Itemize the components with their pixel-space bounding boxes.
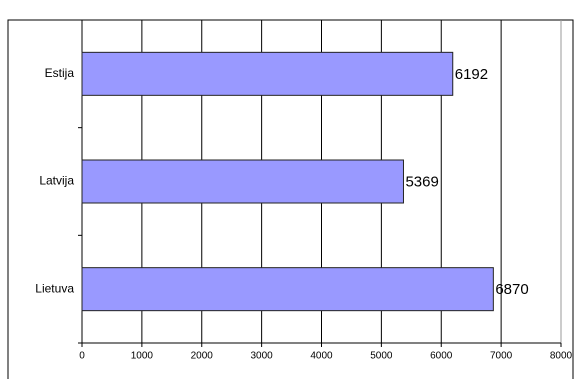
value-label: 5369 xyxy=(405,173,438,190)
x-tick-label: 0 xyxy=(79,351,85,362)
x-tick-label: 4000 xyxy=(310,351,333,362)
value-label: 6192 xyxy=(455,66,488,83)
bar xyxy=(81,51,454,96)
y-tick-label: Lietuva xyxy=(35,281,74,295)
bar xyxy=(81,159,404,204)
x-tick-label: 1000 xyxy=(131,351,154,362)
value-label: 6870 xyxy=(495,281,528,298)
y-tick-label: Latvija xyxy=(39,174,74,188)
x-tick-label: 8000 xyxy=(550,351,573,362)
x-tick-label: 5000 xyxy=(370,351,393,362)
x-tick-label: 6000 xyxy=(430,351,453,362)
x-tick-label: 7000 xyxy=(490,351,513,362)
x-tick-label: 3000 xyxy=(251,351,274,362)
x-tick-label: 2000 xyxy=(191,351,214,362)
y-tick-label: Estija xyxy=(45,66,75,80)
bar xyxy=(81,267,494,312)
